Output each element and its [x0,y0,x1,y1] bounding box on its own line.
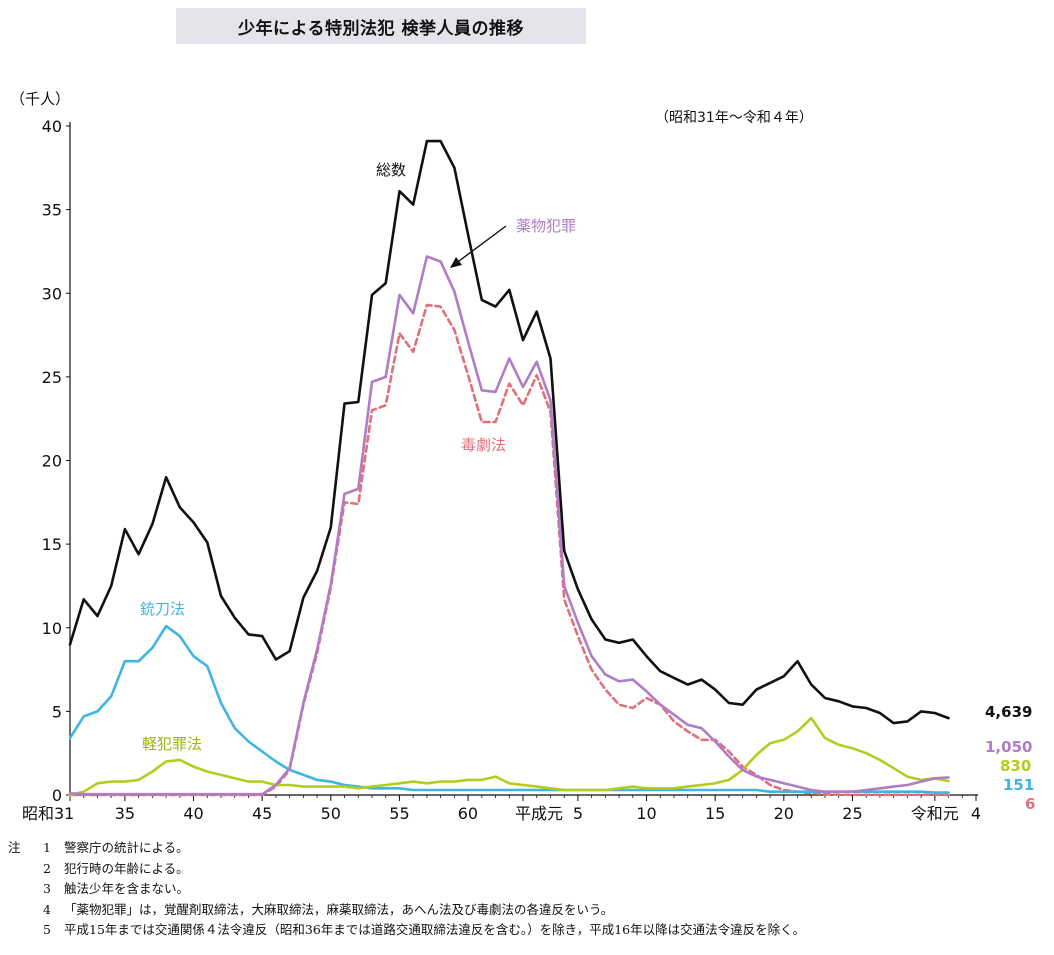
note-row: 5 平成15年までは交通関係４法令違反（昭和36年までは道路交通取締法違反を含む… [8,920,1048,941]
note-text: 「薬物犯罪」は，覚醒剤取締法，大麻取締法，麻薬取締法，あへん法及び毒劇法の各違反… [64,901,614,917]
series-line-minor [68,716,950,797]
note-row: 3 触法少年を含まない。 [8,879,1048,900]
y-tick-label: 40 [42,117,62,136]
x-tick-label: 20 [774,804,794,823]
note-number: 2 [43,860,51,876]
series-line-drug [68,255,950,796]
x-tick-label: 5 [573,804,583,823]
y-tick-label: 20 [42,452,62,471]
series-line-toxic [68,303,950,797]
series-layer [68,139,950,797]
chart-title: 少年による特別法犯 検挙人員の推移 [176,8,586,44]
period-label: （昭和31年～令和４年） [655,110,813,126]
note-number: 4 [43,901,51,917]
series-line-sword [68,624,950,794]
end-label-minor: 830 [1000,757,1031,775]
x-tick-label: 50 [321,804,341,823]
x-tick-label: 10 [636,804,656,823]
x-tick-label: 15 [705,804,725,823]
series-label-toxic: 毒劇法 [461,436,506,454]
line-chart: 0 5 10 15 20 25 30 35 40 昭和31 35 40 45 50 55 60 平成元 5 10 15… [10,90,1035,823]
notes-heading: 注 [8,840,21,855]
note-number: 1 [43,840,51,855]
drug-arrow-line [454,225,507,265]
x-tick-label: 平成元 [515,804,563,823]
notes: 注 1 警察庁の統計による。 2 犯行時の年齢による。 3 触法少年を含まない。… [8,838,1048,941]
x-tick-label: 60 [458,804,478,823]
note-text: 平成15年までは交通関係４法令違反（昭和36年までは道路交通取締法違反を含む。）… [64,922,806,937]
y-tick-label: 25 [42,368,62,387]
x-tick-label: 令和元 [911,804,959,823]
series-label-drug: 薬物犯罪 [516,217,576,235]
x-tick-label: 4 [971,804,981,823]
y-tick-label: 15 [42,535,62,554]
note-number: 5 [43,922,51,937]
y-unit-label: （千人） [10,90,70,108]
end-label-toxic: 6 [1025,795,1035,813]
end-label-drug: 1,050 [985,738,1032,756]
note-row: 注 1 警察庁の統計による。 [8,838,1048,859]
x-tick-label: 45 [252,804,272,823]
y-tick-label: 0 [52,786,62,805]
x-tick-label: 35 [115,804,135,823]
series-line-total [68,139,950,725]
x-tick-label: 25 [842,804,862,823]
series-label-minor: 軽犯罪法 [142,735,202,753]
axes: 0 5 10 15 20 25 30 35 40 昭和31 35 40 45 50 55 60 平成元 5 10 15… [22,117,981,823]
x-tick-label: 昭和31 [22,804,74,823]
y-tick-label: 5 [52,702,62,721]
note-text: 触法少年を含まない。 [64,881,190,896]
drug-arrow-head [450,257,462,268]
y-tick-label: 10 [42,619,62,638]
end-label-sword: 151 [1003,776,1034,794]
y-tick-label: 30 [42,284,62,303]
series-label-sword: 銃刀法 [140,600,185,618]
x-tick-label: 55 [389,804,409,823]
y-tick-label: 35 [42,201,62,220]
x-tick-label: 40 [183,804,203,823]
end-label-total: 4,639 [985,703,1032,721]
note-row: 2 犯行時の年齢による。 [8,859,1048,880]
note-text: 警察庁の統計による。 [64,840,189,855]
label-layer: （千人） （昭和31年～令和４年） 総数 薬物犯罪 毒劇法 銃刀法 軽犯罪法 4… [10,90,1035,813]
note-row: 4 「薬物犯罪」は，覚醒剤取締法，大麻取締法，麻薬取締法，あへん法及び毒劇法の各… [8,900,1048,921]
note-number: 3 [43,881,51,896]
series-label-total: 総数 [376,161,406,179]
note-text: 犯行時の年齢による。 [64,860,189,876]
